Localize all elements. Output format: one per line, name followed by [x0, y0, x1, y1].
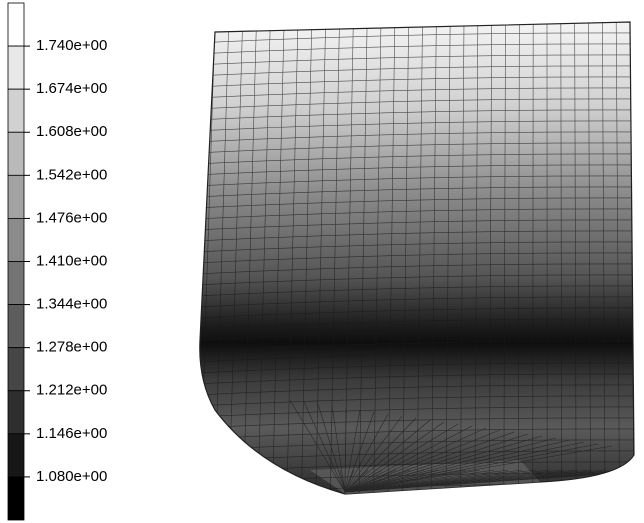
mesh	[195, 20, 644, 516]
colorbar-band	[8, 477, 24, 520]
colorbar-label: 1.278e+00	[36, 339, 107, 356]
hull-surface	[200, 22, 634, 494]
colorbar-band	[8, 46, 24, 89]
colorbar-label: 1.476e+00	[36, 209, 107, 226]
contour-plot: 1.740e+00 1.674e+00 1.608e+00 1.542e+00 1.47…	[0, 0, 644, 523]
colorbar: 1.740e+00 1.674e+00 1.608e+00 1.542e+00 1.47…	[8, 3, 107, 520]
colorbar-band	[8, 391, 24, 434]
mesh-line	[195, 495, 640, 505]
colorbar-band	[8, 262, 24, 305]
colorbar-label: 1.410e+00	[36, 252, 107, 269]
colorbar-label: 1.212e+00	[36, 382, 107, 399]
colorbar-band	[8, 89, 24, 132]
colorbar-band	[8, 175, 24, 218]
colorbar-label: 1.344e+00	[36, 296, 107, 313]
colorbar-band	[8, 305, 24, 348]
colorbar-label: 1.542e+00	[36, 166, 107, 183]
colorbar-label: 1.146e+00	[36, 425, 107, 442]
colorbar-label: 1.740e+00	[36, 37, 107, 54]
colorbar-band	[8, 3, 24, 46]
colorbar-label: 1.080e+00	[36, 468, 107, 485]
mesh-line	[195, 506, 640, 516]
colorbar-band	[8, 434, 24, 477]
colorbar-band	[8, 132, 24, 175]
colorbar-band	[8, 348, 24, 391]
colorbar-label: 1.608e+00	[36, 123, 107, 140]
colorbar-label: 1.674e+00	[36, 80, 107, 97]
colorbar-band	[8, 218, 24, 261]
